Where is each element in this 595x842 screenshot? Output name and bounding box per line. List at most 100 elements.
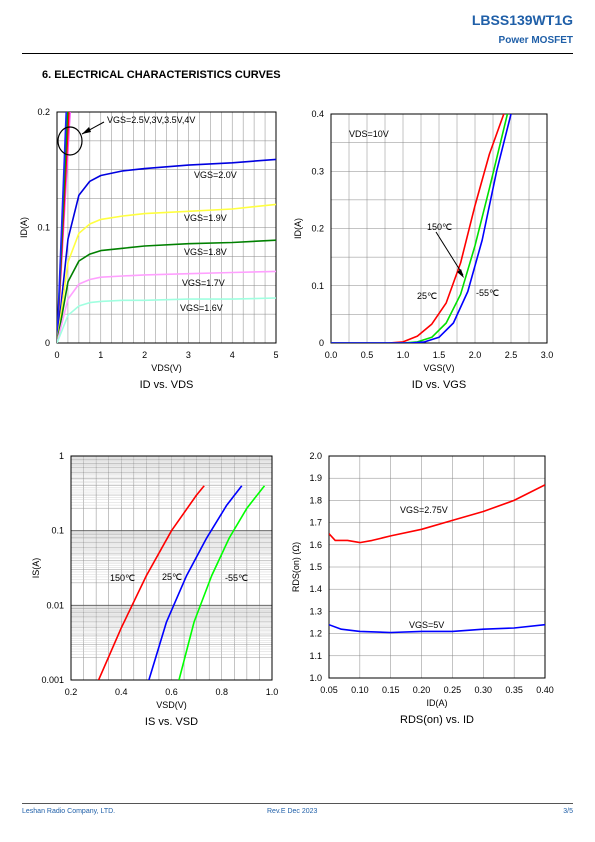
x-axis-label: VSD(V)	[156, 700, 187, 710]
y-tick-label: 1.9	[309, 473, 322, 483]
series-group	[97, 485, 266, 680]
series-line	[57, 239, 276, 343]
part-number: LBSS139WT1G	[471, 12, 573, 28]
x-tick-label: 1.0	[266, 687, 279, 697]
chart-title: ID vs. VGS	[412, 379, 466, 391]
series-line	[57, 203, 276, 343]
x-tick-label: 0.15	[382, 685, 400, 695]
x-axis-label: ID(A)	[427, 698, 448, 708]
y-tick-label: 2.0	[309, 451, 322, 461]
chart-3: 0.2 0.4 0.6 0.8 1.0 0.001 0.01 0.1 1 VSD(V) IS(A) I…	[31, 451, 278, 728]
chart-annotation: VGS=2.5V,3V,3.5V,4V	[107, 115, 195, 125]
chart-title: RDS(on) vs. ID	[400, 714, 474, 726]
series-line	[178, 485, 266, 680]
series-label: VGS=1.9V	[184, 213, 227, 223]
x-tick-label: 0.2	[65, 687, 78, 697]
chart-title: ID vs. VDS	[140, 379, 194, 391]
series-line	[57, 270, 276, 343]
x-tick-label: 0.0	[325, 350, 338, 360]
x-tick-label: 2.5	[505, 350, 518, 360]
x-tick-label: 1.5	[433, 350, 446, 360]
grid	[70, 456, 273, 681]
footer-revision: Rev.E Dec 2023	[267, 808, 318, 815]
series-line	[329, 484, 545, 544]
series-label: VGS=1.8V	[184, 247, 227, 257]
x-tick-label: 0.40	[536, 685, 554, 695]
y-tick-label: 1.4	[309, 584, 322, 594]
temp-arrow-head	[457, 269, 464, 278]
plot-frame	[328, 455, 546, 679]
y-tick-label: 0.001	[41, 675, 64, 685]
footer-page: 3/5	[563, 808, 573, 815]
x-tick-label: 0.05	[320, 685, 338, 695]
series-label: 150℃	[110, 573, 135, 583]
x-tick-label: 0.20	[413, 685, 431, 695]
chart-4: 0.05 0.10 0.15 0.20 0.25 0.30 0.35 0.40 1.0 1.1 1.…	[291, 451, 554, 726]
series-group	[57, 112, 276, 343]
x-tick-label: 0.6	[165, 687, 178, 697]
series-line	[97, 485, 205, 680]
footer-company: Leshan Radio Company, LTD.	[22, 808, 116, 815]
x-tick-label: 1	[98, 350, 103, 360]
y-tick-label: 0.1	[37, 223, 50, 233]
chart-annotation: VDS=10V	[349, 129, 389, 139]
x-tick-label: 3.0	[541, 350, 554, 360]
chart-2: 0.0 0.5 1.0 1.5 2.0 2.5 3.0 0 0.1 0.2 0.3 0.4 VGS(V)…	[293, 109, 553, 391]
y-tick-label: 0.1	[311, 281, 324, 291]
x-tick-label: 0	[54, 350, 59, 360]
y-tick-label: 0.2	[311, 224, 324, 234]
series-group	[329, 484, 545, 634]
callout-ellipse	[57, 126, 83, 156]
series-label: VGS=1.6V	[180, 303, 223, 313]
plot-frame	[70, 455, 273, 681]
series-line	[331, 114, 512, 343]
y-tick-label: 0.01	[46, 600, 64, 610]
x-tick-label: 0.5	[361, 350, 374, 360]
series-label: VGS=5V	[409, 620, 444, 630]
series-label: 25℃	[162, 572, 182, 582]
chart-title: IS vs. VSD	[145, 716, 198, 728]
y-tick-label: 0	[45, 338, 50, 348]
x-tick-label: 0.30	[475, 685, 493, 695]
plot-frame	[330, 113, 548, 344]
x-tick-label: 0.25	[444, 685, 462, 695]
series-label: 25℃	[417, 291, 437, 301]
part-subtitle: Power MOSFET	[498, 35, 573, 46]
y-tick-label: 1.5	[309, 562, 322, 572]
y-tick-label: 0.4	[311, 109, 324, 119]
series-label: VGS=2.0V	[194, 170, 237, 180]
y-tick-label: 1.8	[309, 495, 322, 505]
header-rule	[22, 53, 573, 54]
series-line	[148, 485, 243, 680]
y-tick-label: 0.3	[311, 166, 324, 176]
chart-1: 0 1 2 3 4 5 0 0.1 0.2 VDS(V) ID(A) ID vs. VDS VGS=2.…	[19, 107, 279, 391]
x-tick-label: 0.10	[351, 685, 369, 695]
series-group	[331, 114, 512, 343]
x-tick-label: 0.8	[215, 687, 228, 697]
series-label: VGS=1.7V	[182, 278, 225, 288]
grid	[56, 111, 277, 344]
x-tick-label: 2.0	[469, 350, 482, 360]
series-label: 150℃	[427, 222, 452, 232]
y-axis-label: IS(A)	[31, 558, 41, 579]
y-tick-label: 1.6	[309, 540, 322, 550]
series-line	[57, 158, 276, 343]
y-tick-label: 0	[319, 338, 324, 348]
grid	[328, 455, 546, 679]
plot-frame	[56, 111, 277, 344]
y-tick-label: 0.1	[51, 526, 64, 536]
x-tick-label: 0.4	[115, 687, 128, 697]
series-line	[57, 297, 276, 343]
y-tick-label: 1.3	[309, 606, 322, 616]
y-tick-label: 0.2	[37, 107, 50, 117]
x-tick-label: 4	[230, 350, 235, 360]
callout-arrow-head	[82, 127, 91, 134]
temp-arrow-line	[435, 231, 464, 276]
section-title: 6. ELECTRICAL CHARACTERISTICS CURVES	[42, 69, 281, 81]
x-tick-label: 1.0	[397, 350, 410, 360]
y-tick-label: 1.2	[309, 629, 322, 639]
series-line	[329, 623, 545, 634]
footer-rule	[22, 803, 573, 804]
x-axis-label: VGS(V)	[423, 363, 454, 373]
y-tick-label: 1.1	[309, 651, 322, 661]
